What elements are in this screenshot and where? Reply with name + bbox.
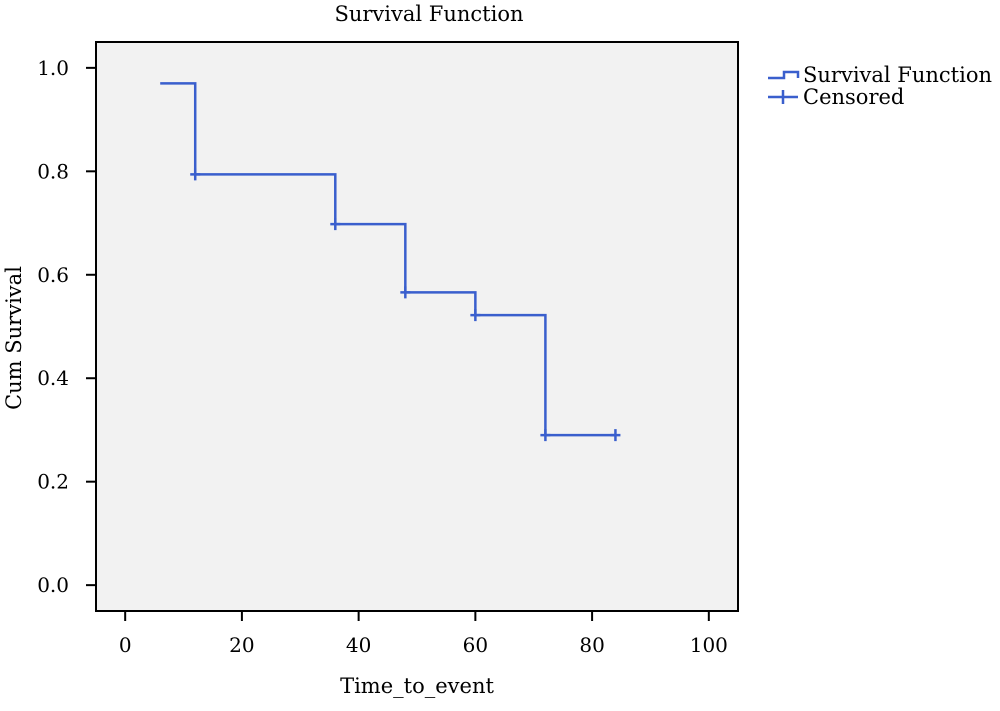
censored-marker bbox=[610, 429, 621, 442]
plot-area bbox=[95, 41, 739, 612]
y-tick-label: 0.2 bbox=[37, 470, 69, 494]
censored-marker bbox=[400, 286, 411, 299]
x-tick-label: 80 bbox=[579, 633, 604, 657]
legend-step-icon bbox=[768, 70, 800, 80]
y-axis-label: Cum Survival bbox=[2, 266, 26, 410]
legend: Survival Function Censored bbox=[768, 63, 992, 109]
y-tick-label: 0.0 bbox=[37, 573, 69, 597]
y-tick-label: 0.4 bbox=[37, 366, 69, 390]
x-tick-label: 40 bbox=[346, 633, 371, 657]
x-axis-label: Time_to_event bbox=[340, 674, 494, 698]
censored-marker bbox=[470, 309, 481, 322]
x-tick-label: 60 bbox=[463, 633, 488, 657]
survival-step-line bbox=[160, 82, 616, 437]
y-tick-label: 0.8 bbox=[37, 159, 69, 183]
x-tick-label: 0 bbox=[119, 633, 132, 657]
legend-label-survival-function: Survival Function bbox=[803, 63, 992, 87]
censored-marker bbox=[330, 218, 341, 231]
series-layer bbox=[160, 82, 621, 442]
x-tick-label: 20 bbox=[229, 633, 254, 657]
y-tick-label: 1.0 bbox=[37, 56, 69, 80]
legend-label-censored: Censored bbox=[803, 85, 904, 109]
censored-marker bbox=[540, 429, 551, 442]
x-axis: 0 20 40 60 80 100 bbox=[119, 611, 728, 657]
y-axis: 0.0 0.2 0.4 0.6 0.8 1.0 bbox=[37, 56, 96, 597]
chart-title: Survival Function bbox=[334, 2, 523, 26]
y-tick-label: 0.6 bbox=[37, 263, 69, 287]
x-tick-label: 100 bbox=[690, 633, 728, 657]
censored-marker bbox=[190, 168, 201, 181]
legend-censor-icon bbox=[768, 90, 798, 104]
